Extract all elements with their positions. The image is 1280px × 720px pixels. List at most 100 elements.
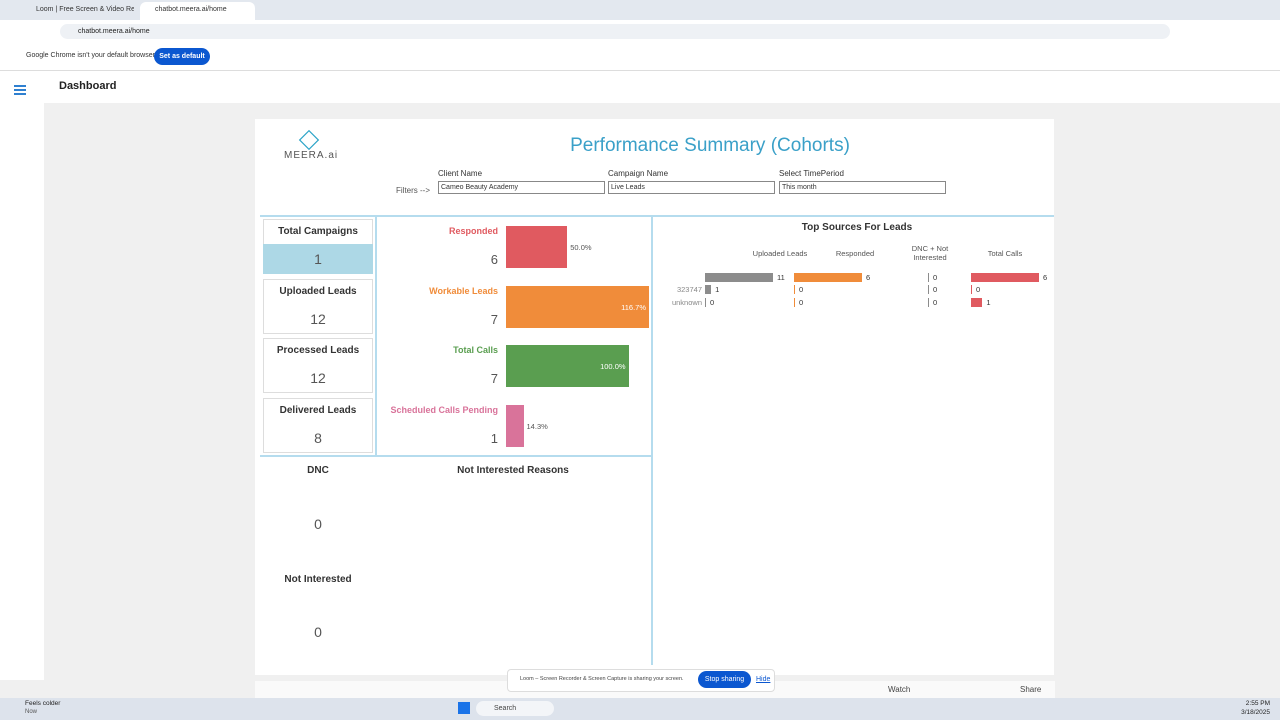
metric-value: 7: [490, 311, 498, 327]
source-value: 0: [933, 297, 938, 307]
tab[interactable]: Loom | Free Screen & Video Re: [36, 6, 134, 13]
stop-sharing-button[interactable]: Stop sharing: [698, 671, 751, 688]
card-label: Delivered Leads: [279, 405, 357, 417]
source-value: 0: [799, 297, 804, 307]
card-value: 1: [314, 251, 322, 267]
card-value: 8: [314, 430, 322, 447]
card-value: 12: [310, 370, 326, 387]
filter-label: Client Name: [438, 169, 483, 178]
card: [263, 278, 373, 334]
divider: [260, 455, 652, 457]
metric-bar: [506, 226, 568, 268]
source-bar: [971, 273, 1039, 282]
source-value: 0: [976, 285, 981, 295]
source-value: 0: [933, 273, 938, 282]
card-highlight: [263, 244, 373, 274]
source-bar: [928, 273, 929, 282]
source-bar: [705, 297, 706, 307]
metric-bar: [506, 345, 629, 388]
filters-label: Filters -->: [396, 186, 430, 195]
url-bar[interactable]: chatbot.meera.ai/home: [60, 24, 1170, 39]
source-value: 0: [710, 297, 715, 307]
source-bar: [928, 297, 929, 307]
set-default-button[interactable]: Set as default: [154, 48, 210, 65]
card-value: 12: [310, 310, 326, 327]
source-bar: [705, 273, 773, 282]
metric-percent: 50.0%: [570, 243, 592, 252]
source-label: 323747: [676, 285, 702, 295]
source-value: 6: [1043, 273, 1048, 282]
search-box[interactable]: Search: [476, 701, 554, 716]
metric-label: Total Calls: [453, 345, 498, 356]
banner: [0, 44, 1280, 71]
filter-label: Campaign Name: [608, 169, 669, 178]
menu-icon[interactable]: [14, 85, 26, 87]
taskbar: [0, 698, 1280, 720]
metric-value: 1: [490, 431, 498, 447]
card: [263, 338, 373, 394]
source-bar: [971, 297, 983, 307]
divider: [375, 216, 377, 456]
source-value: 1: [986, 297, 991, 307]
sidebar: [0, 103, 44, 680]
loom-message: Loom – Screen Recorder & Screen Capture …: [520, 676, 684, 682]
panel: [255, 119, 1054, 675]
divider: [651, 216, 653, 665]
hide-button[interactable]: Hide: [756, 676, 771, 683]
page-title: Dashboard: [59, 80, 117, 92]
source-value: 11: [777, 273, 785, 282]
metric-bar: [506, 285, 649, 328]
card-label: Uploaded Leads: [279, 285, 357, 297]
divider: [260, 215, 1054, 217]
weather[interactable]: Feels colder: [25, 700, 61, 707]
card: [263, 398, 373, 454]
not-interested-label: Not Interested: [284, 574, 352, 585]
clock-date: 3/18/2025: [1241, 709, 1270, 716]
metric-label: Workable Leads: [429, 285, 498, 296]
source-label: unknown: [671, 297, 702, 307]
dashboard-title: Performance Summary (Cohorts): [570, 135, 850, 156]
metric-value: 7: [490, 371, 498, 387]
metric-percent: 100.0%: [600, 362, 626, 372]
tab-active[interactable]: chatbot.meera.ai/home: [140, 2, 255, 20]
metric-percent: 14.3%: [526, 422, 548, 432]
source-bar: [928, 285, 929, 295]
reasons-title: Not Interested Reasons: [457, 465, 569, 476]
filter-dropdown[interactable]: Live Leads: [608, 181, 775, 194]
column-header: Total Calls: [987, 248, 1023, 258]
dnc-label: DNC: [307, 465, 329, 476]
clock-time: 2:55 PM: [1245, 700, 1270, 707]
column-header: Uploaded Leads: [752, 248, 808, 258]
source-value: 1: [715, 285, 720, 295]
filter-dropdown[interactable]: This month: [779, 181, 946, 194]
column-header: DNC + Not Interested: [911, 244, 949, 262]
source-value: 6: [866, 273, 871, 282]
source-bar: [705, 285, 712, 295]
card-label: Processed Leads: [276, 345, 360, 357]
tab-bar: [0, 0, 1280, 20]
source-bar: [971, 285, 972, 295]
page-header: [0, 71, 1280, 103]
not-interested-value: 0: [314, 624, 322, 640]
weather-sub: Now: [25, 709, 38, 715]
top-sources-title: Top Sources For Leads: [801, 222, 913, 233]
source-bar: [794, 285, 795, 295]
metric-percent: 116.7%: [621, 302, 646, 312]
source-bar: [794, 273, 862, 282]
watch-button[interactable]: Watch: [888, 685, 911, 694]
logo: MEERA.ai: [284, 150, 339, 161]
dnc-value: 0: [314, 516, 322, 532]
metric-label: Scheduled Calls Pending: [390, 405, 498, 416]
metric-value: 6: [490, 252, 498, 267]
metric-label: Responded: [448, 226, 498, 236]
column-header: Responded: [835, 248, 875, 258]
share-button[interactable]: Share: [1020, 685, 1042, 694]
source-value: 0: [933, 285, 938, 295]
filter-label: Select TimePeriod: [779, 169, 844, 178]
filter-dropdown[interactable]: Cameo Beauty Academy: [438, 181, 605, 194]
card-label: Total Campaigns: [278, 226, 358, 237]
source-value: 0: [799, 285, 804, 295]
start-button[interactable]: [458, 702, 470, 714]
source-bar: [794, 297, 795, 307]
